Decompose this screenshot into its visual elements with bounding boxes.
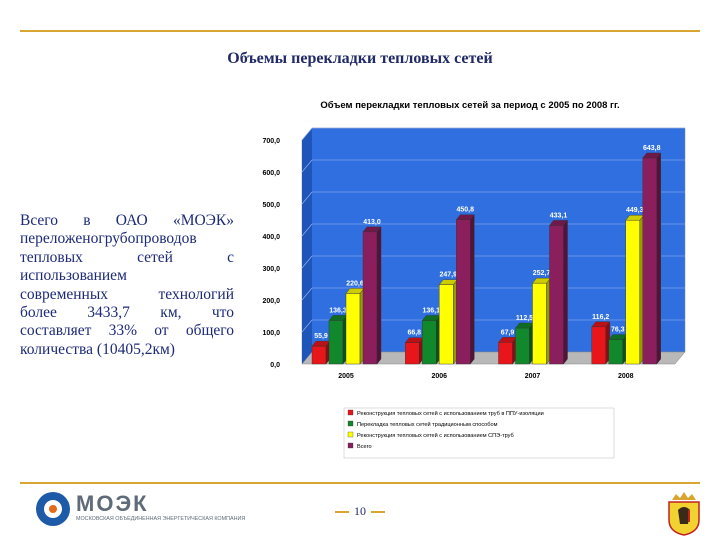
y-tick-label: 600,0 — [262, 170, 280, 177]
gridline — [301, 191, 313, 205]
bar-top — [362, 226, 382, 233]
bar-2008-1 — [608, 339, 623, 365]
bar-chart: Объем перекладки тепловых сетей за перио… — [262, 100, 686, 459]
bar-2005-3 — [362, 231, 378, 365]
legend-swatch — [347, 442, 354, 449]
x-tick-label: 2005 — [338, 373, 354, 380]
x-tick-label: 2006 — [431, 373, 447, 380]
gridline — [301, 127, 313, 141]
data-label: 413,0 — [363, 219, 381, 226]
bar-2006-1 — [422, 320, 437, 365]
bar-2006-2 — [439, 284, 454, 365]
gridline — [301, 255, 313, 269]
data-label: 116,2 — [592, 314, 609, 321]
top-divider — [20, 30, 700, 32]
legend-entry: Реконструкция тепловых сетей с использов… — [357, 410, 544, 417]
y-tick-label: 200,0 — [262, 298, 280, 305]
bar-2005-2 — [345, 293, 361, 365]
bar-2008-0 — [591, 326, 606, 365]
gridline — [301, 223, 313, 237]
bar-2008-2 — [625, 220, 640, 365]
data-label: 449,3 — [626, 207, 644, 214]
logo-mark-icon — [36, 492, 70, 526]
bar-side — [563, 219, 568, 365]
data-label: 220,6 — [346, 280, 364, 287]
x-tick-label: 2008 — [618, 373, 634, 380]
legend-entry: Реконструкция тепловых сетей с использов… — [357, 432, 514, 439]
legend-entry: Всего — [357, 444, 372, 450]
bar-2006-0 — [405, 342, 420, 365]
y-tick-label: 100,0 — [262, 330, 280, 337]
bar-2005-1 — [328, 320, 344, 365]
data-label: 76,3 — [611, 327, 625, 334]
page-number: 10 — [320, 504, 400, 519]
bar-top — [642, 152, 662, 159]
data-label: 136,1 — [422, 307, 440, 314]
bar-side — [376, 226, 382, 365]
data-label: 643,8 — [643, 145, 661, 152]
data-label: 433,1 — [550, 212, 568, 219]
bar-2007-3 — [549, 225, 564, 365]
bar-2007-0 — [498, 342, 513, 365]
bar-top — [455, 214, 475, 220]
summary-text: Всего в ОАО «МОЭК» переложеногрубопровод… — [20, 212, 234, 359]
data-label: 247,9 — [439, 272, 457, 279]
data-label: 252,7 — [533, 270, 551, 277]
bottom-divider — [20, 482, 700, 484]
data-label: 112,5 — [516, 315, 533, 322]
summary-line: более 3433,7 км, что — [20, 304, 234, 322]
summary-line: тепловых сетей с — [20, 248, 234, 266]
data-label: 66,8 — [407, 330, 421, 337]
company-logo: МОЭК МОСКОВСКАЯ ОБЪЕДИНЕННАЯ ЭНЕРГЕТИЧЕС… — [36, 489, 276, 529]
coat-of-arms-icon — [668, 492, 700, 536]
bar-top — [591, 321, 611, 328]
data-label: 136,3 — [329, 307, 347, 314]
summary-line: количества (10405,2км) — [20, 340, 175, 358]
legend-swatch — [347, 420, 354, 427]
data-label: 450,8 — [456, 207, 474, 214]
bar-2007-1 — [515, 327, 530, 365]
legend-entry: Перекладка тепловых сетей традиционным с… — [357, 421, 498, 428]
legend-swatch — [347, 409, 354, 416]
bar-2005-0 — [311, 345, 327, 365]
logo-subtitle: МОСКОВСКАЯ ОБЪЕДИНЕННАЯ ЭНЕРГЕТИЧЕСКАЯ К… — [76, 516, 246, 522]
bar-top — [549, 220, 568, 226]
plot-side-wall — [302, 128, 312, 364]
slide-title: Объемы перекладки тепловых сетей — [227, 50, 493, 67]
y-tick-label: 700,0 — [262, 138, 280, 145]
logo-name: МОЭК — [76, 491, 149, 516]
bar-side — [656, 152, 661, 365]
summary-line: составляет 33% от общего — [20, 322, 234, 340]
summary-line: переложеногрубопроводов — [20, 230, 197, 248]
summary-line: современных технологий — [20, 285, 234, 303]
data-label: 67,9 — [501, 329, 515, 336]
y-tick-label: 500,0 — [262, 202, 280, 209]
y-tick-label: 300,0 — [262, 266, 280, 273]
legend-swatch — [347, 431, 354, 438]
bar-side — [470, 214, 475, 365]
x-tick-label: 2007 — [525, 373, 541, 380]
y-tick-label: 0,0 — [270, 362, 280, 369]
gridline — [301, 287, 313, 301]
data-label: 55,9 — [314, 333, 328, 340]
summary-line: использованием — [20, 267, 127, 285]
legend — [343, 407, 615, 459]
bar-2008-3 — [642, 157, 657, 365]
gridline — [301, 319, 313, 333]
chart-title: Объем перекладки тепловых сетей за перио… — [320, 100, 619, 111]
gridline — [301, 159, 313, 173]
y-tick-label: 400,0 — [262, 234, 280, 241]
summary-line: Всего в ОАО «МОЭК» — [20, 212, 234, 229]
bar-2006-3 — [456, 219, 471, 365]
bar-2007-2 — [532, 282, 547, 365]
